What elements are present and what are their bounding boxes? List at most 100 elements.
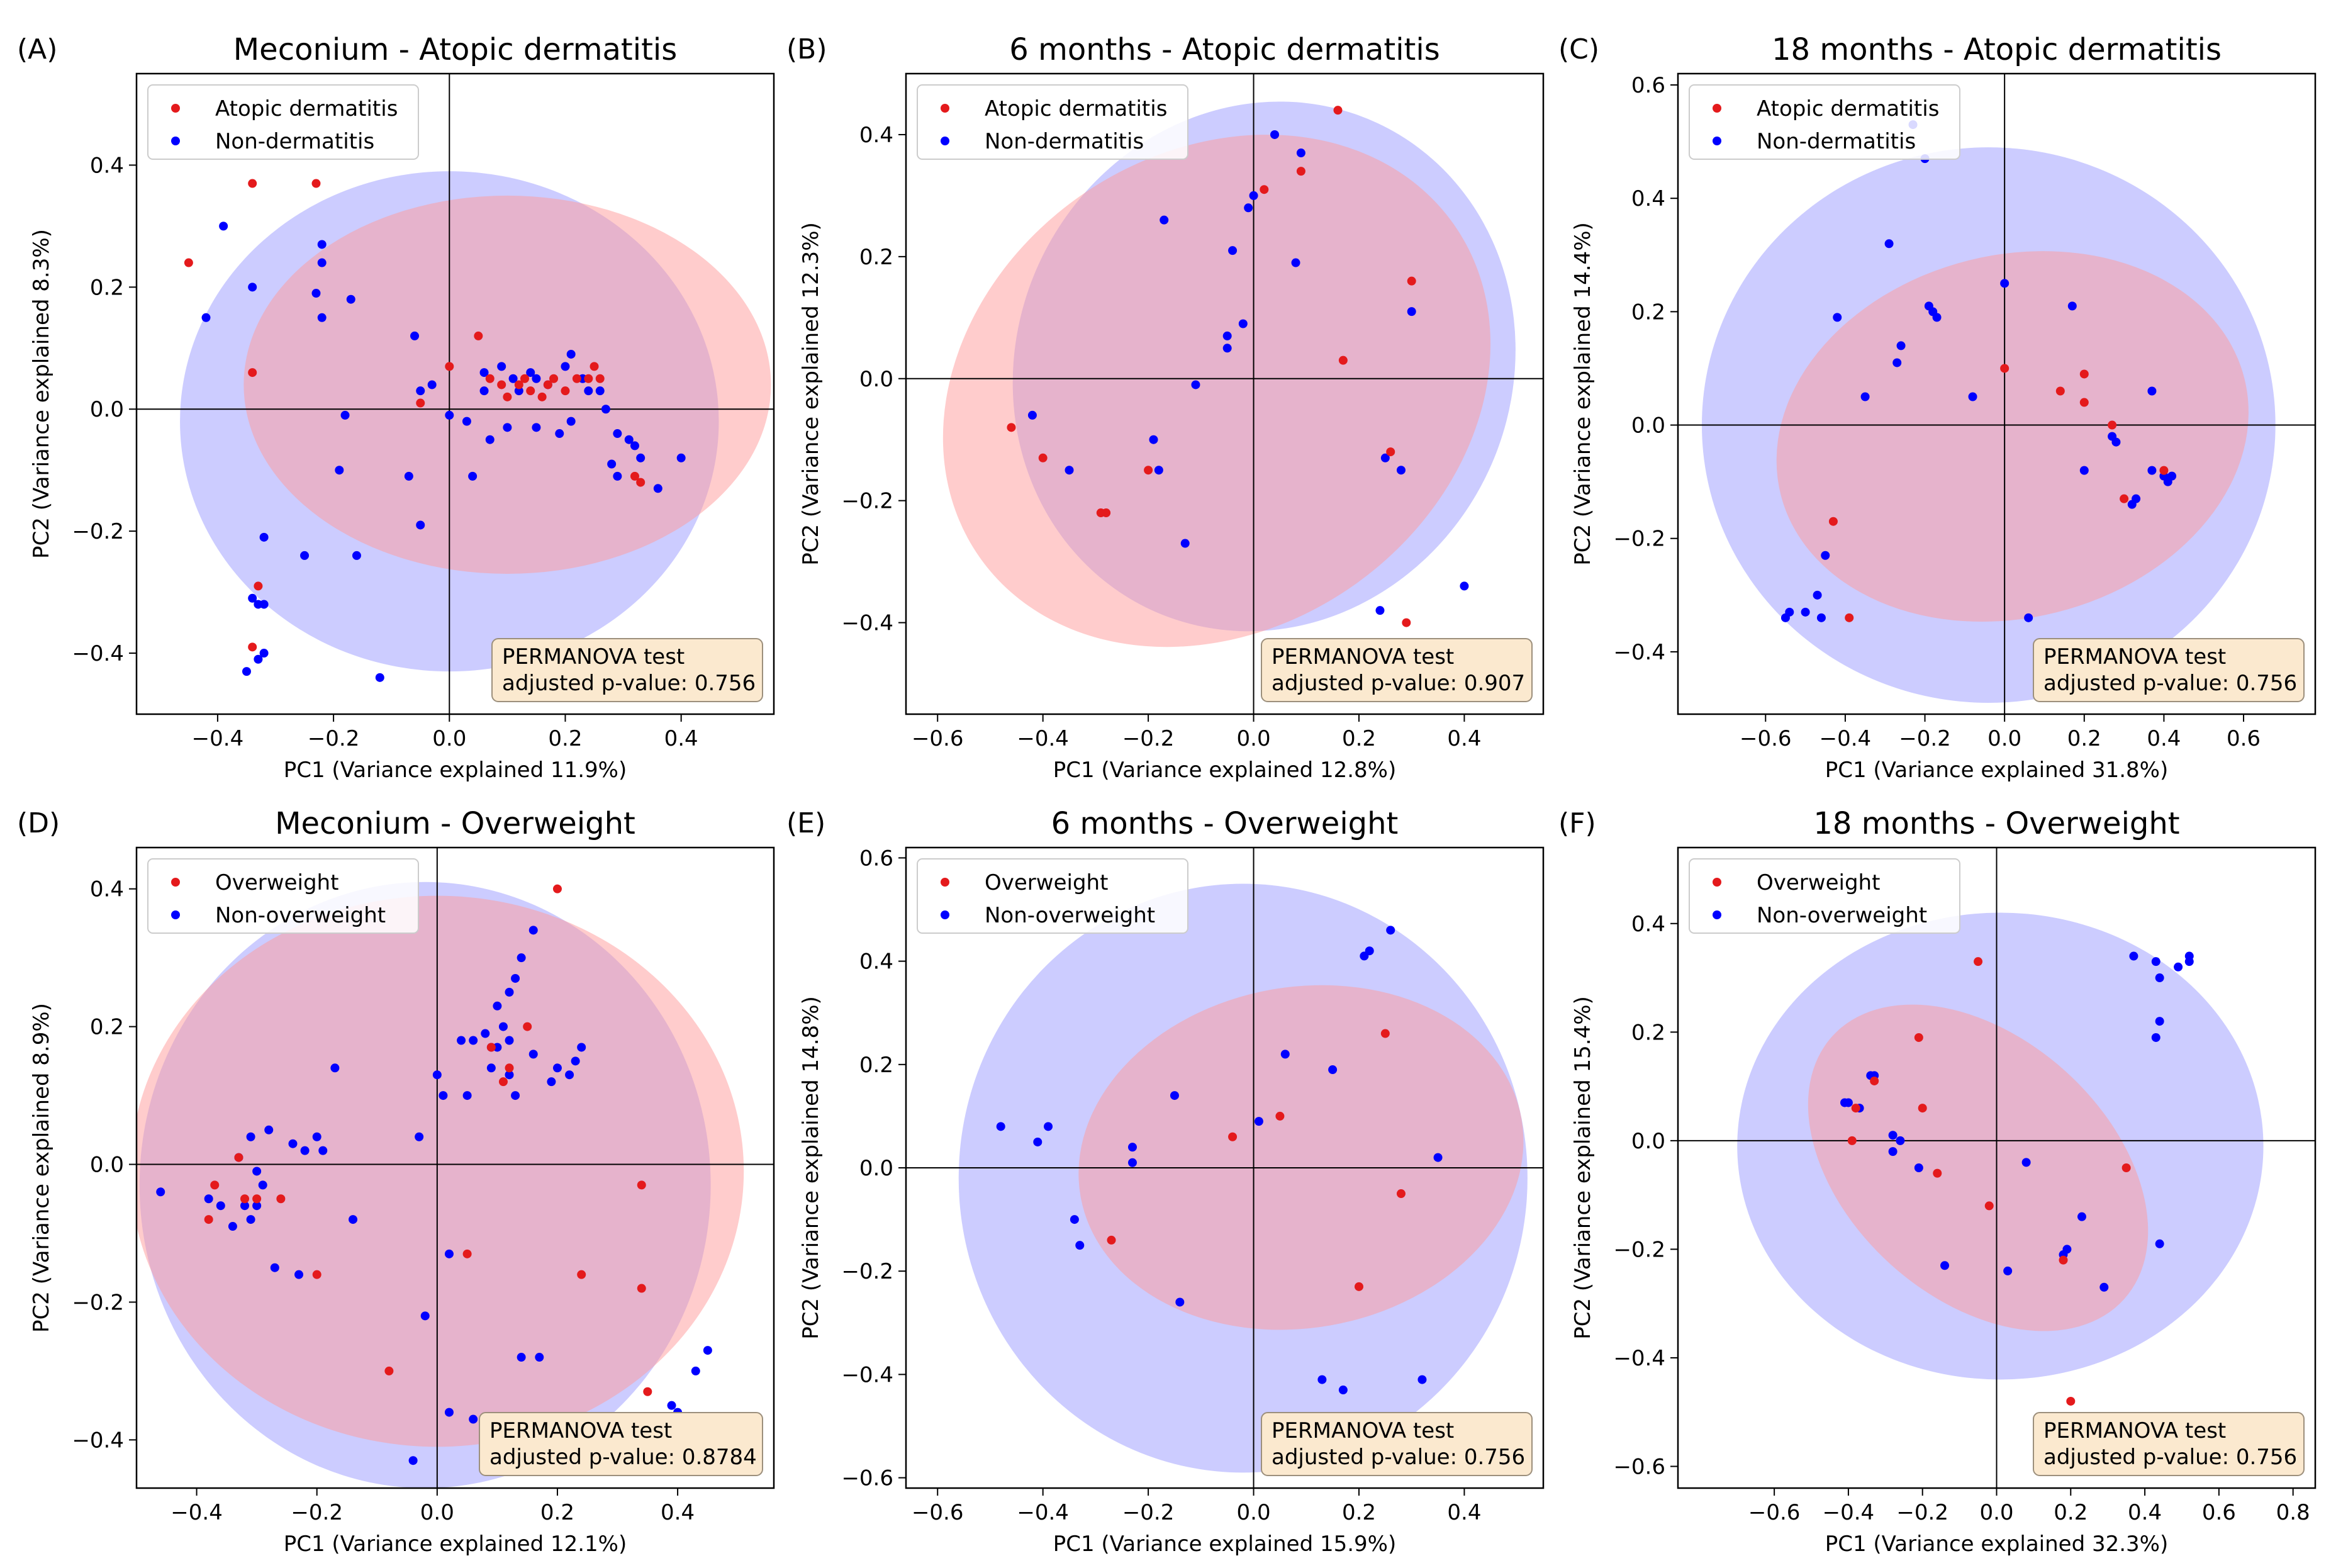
- control-point: [2077, 1212, 2086, 1221]
- y-tick-label: −0.4: [1613, 640, 1665, 665]
- legend-box: [147, 858, 419, 934]
- control-point: [1328, 1065, 1338, 1075]
- case-point: [2159, 466, 2169, 475]
- control-point: [1375, 606, 1385, 615]
- control-point: [1860, 392, 1870, 401]
- control-point: [2129, 951, 2138, 961]
- case-point: [445, 362, 454, 371]
- y-tick-label: −0.4: [841, 1362, 893, 1387]
- case-point: [240, 1194, 250, 1204]
- y-tick-label: 0.2: [1631, 300, 1665, 325]
- x-tick-label: 0.2: [540, 1500, 574, 1525]
- control-point: [1228, 246, 1238, 255]
- control-point: [219, 221, 228, 231]
- control-point: [300, 551, 310, 560]
- control-point: [246, 1132, 255, 1141]
- control-point: [1254, 1117, 1263, 1126]
- control-point: [1191, 380, 1200, 389]
- case-point: [503, 392, 512, 401]
- panel-c: −0.6 −0.4 −0.2 0.0 0.2 0.4 0.6 −0.4 −0.2 0.0 0.2 0.…: [1558, 32, 2317, 783]
- case-ellipse: [942, 135, 1491, 647]
- control-point: [1396, 466, 1406, 475]
- control-point: [1317, 1375, 1327, 1384]
- control-point: [601, 405, 610, 414]
- control-point: [566, 417, 576, 426]
- y-tick-label: −0.6: [841, 1466, 893, 1491]
- control-point: [1932, 313, 1942, 322]
- control-point: [2079, 466, 2089, 475]
- stats-box-bg: [1261, 638, 1533, 702]
- stats-value: adjusted p-value: 0.756: [1272, 1445, 1525, 1470]
- legend-control-marker: [171, 910, 180, 919]
- case-point: [210, 1180, 220, 1190]
- legend: Atopic dermatitis Non-dermatitis: [1689, 84, 1960, 160]
- case-point: [1007, 423, 1016, 432]
- stats-title: PERMANOVA test: [489, 1418, 672, 1443]
- control-point: [498, 1022, 508, 1031]
- control-point: [1180, 539, 1190, 548]
- case-point: [2120, 494, 2129, 503]
- case-point: [637, 1180, 646, 1190]
- case-point: [2066, 1396, 2076, 1406]
- control-point: [2147, 386, 2157, 396]
- case-point: [572, 374, 581, 383]
- y-tick-label: −0.2: [1613, 1237, 1665, 1262]
- control-point: [1914, 1163, 1923, 1172]
- case-point: [204, 1215, 213, 1224]
- control-point: [420, 1311, 430, 1321]
- control-point: [624, 435, 634, 444]
- control-point: [1386, 926, 1395, 935]
- legend-case-marker: [941, 104, 949, 113]
- case-point: [549, 374, 559, 383]
- control-point: [691, 1366, 700, 1375]
- case-point: [254, 581, 263, 591]
- case-point: [637, 1284, 646, 1293]
- control-point: [505, 1036, 514, 1045]
- case-point: [1380, 1029, 1390, 1038]
- control-point: [330, 1063, 340, 1073]
- case-point: [1828, 517, 1838, 526]
- x-tick-label: −0.4: [1823, 1500, 1875, 1525]
- stats-value: adjusted p-value: 0.8784: [489, 1445, 757, 1470]
- control-point: [1296, 148, 1305, 158]
- control-point: [258, 1180, 267, 1190]
- case-point: [1260, 185, 1269, 194]
- control-point: [1244, 203, 1253, 213]
- case-point: [1102, 508, 1111, 518]
- legend-control-label: Non-overweight: [215, 903, 386, 928]
- y-axis-label: PC2 (Variance explained 8.3%): [29, 229, 54, 559]
- case-point: [584, 374, 593, 383]
- y-tick-label: 0.2: [859, 245, 893, 270]
- control-point: [1888, 1147, 1898, 1156]
- case-point: [2055, 386, 2065, 396]
- y-tick-label: 0.2: [90, 1015, 124, 1040]
- x-tick-label: −0.6: [1740, 726, 1792, 751]
- case-point: [474, 331, 483, 340]
- legend-box: [147, 84, 419, 160]
- control-point: [493, 1001, 502, 1011]
- control-point: [444, 1408, 454, 1417]
- control-point: [584, 386, 593, 396]
- control-point: [264, 1125, 274, 1134]
- case-point: [1847, 1136, 1857, 1145]
- control-point: [1160, 215, 1169, 225]
- panel-d: −0.4 −0.2 0.0 0.2 0.4 −0.4 −0.2 0.0 0.2 0.4 PC1 (V…: [17, 806, 775, 1557]
- control-point: [535, 1353, 544, 1362]
- control-point: [1338, 1386, 1348, 1395]
- stats-value: adjusted p-value: 0.756: [2043, 671, 2297, 696]
- control-point: [248, 283, 257, 292]
- x-tick-label: 0.0: [1987, 726, 2021, 751]
- control-point: [246, 1215, 255, 1224]
- case-point: [523, 1022, 532, 1031]
- control-point: [288, 1139, 298, 1148]
- control-point: [508, 374, 518, 383]
- panel-f: −0.6 −0.4 −0.2 0.0 0.2 0.4 0.6 0.8 −0.6 −0.4 −0.2 0…: [1558, 806, 2317, 1557]
- x-tick-label: 0.4: [2128, 1500, 2162, 1525]
- x-axis-label: PC1 (Variance explained 11.9%): [284, 758, 627, 783]
- control-point: [1065, 466, 1074, 475]
- case-point: [1870, 1076, 1879, 1085]
- y-tick-label: −0.4: [1613, 1346, 1665, 1371]
- panel-label: (C): [1558, 33, 1599, 65]
